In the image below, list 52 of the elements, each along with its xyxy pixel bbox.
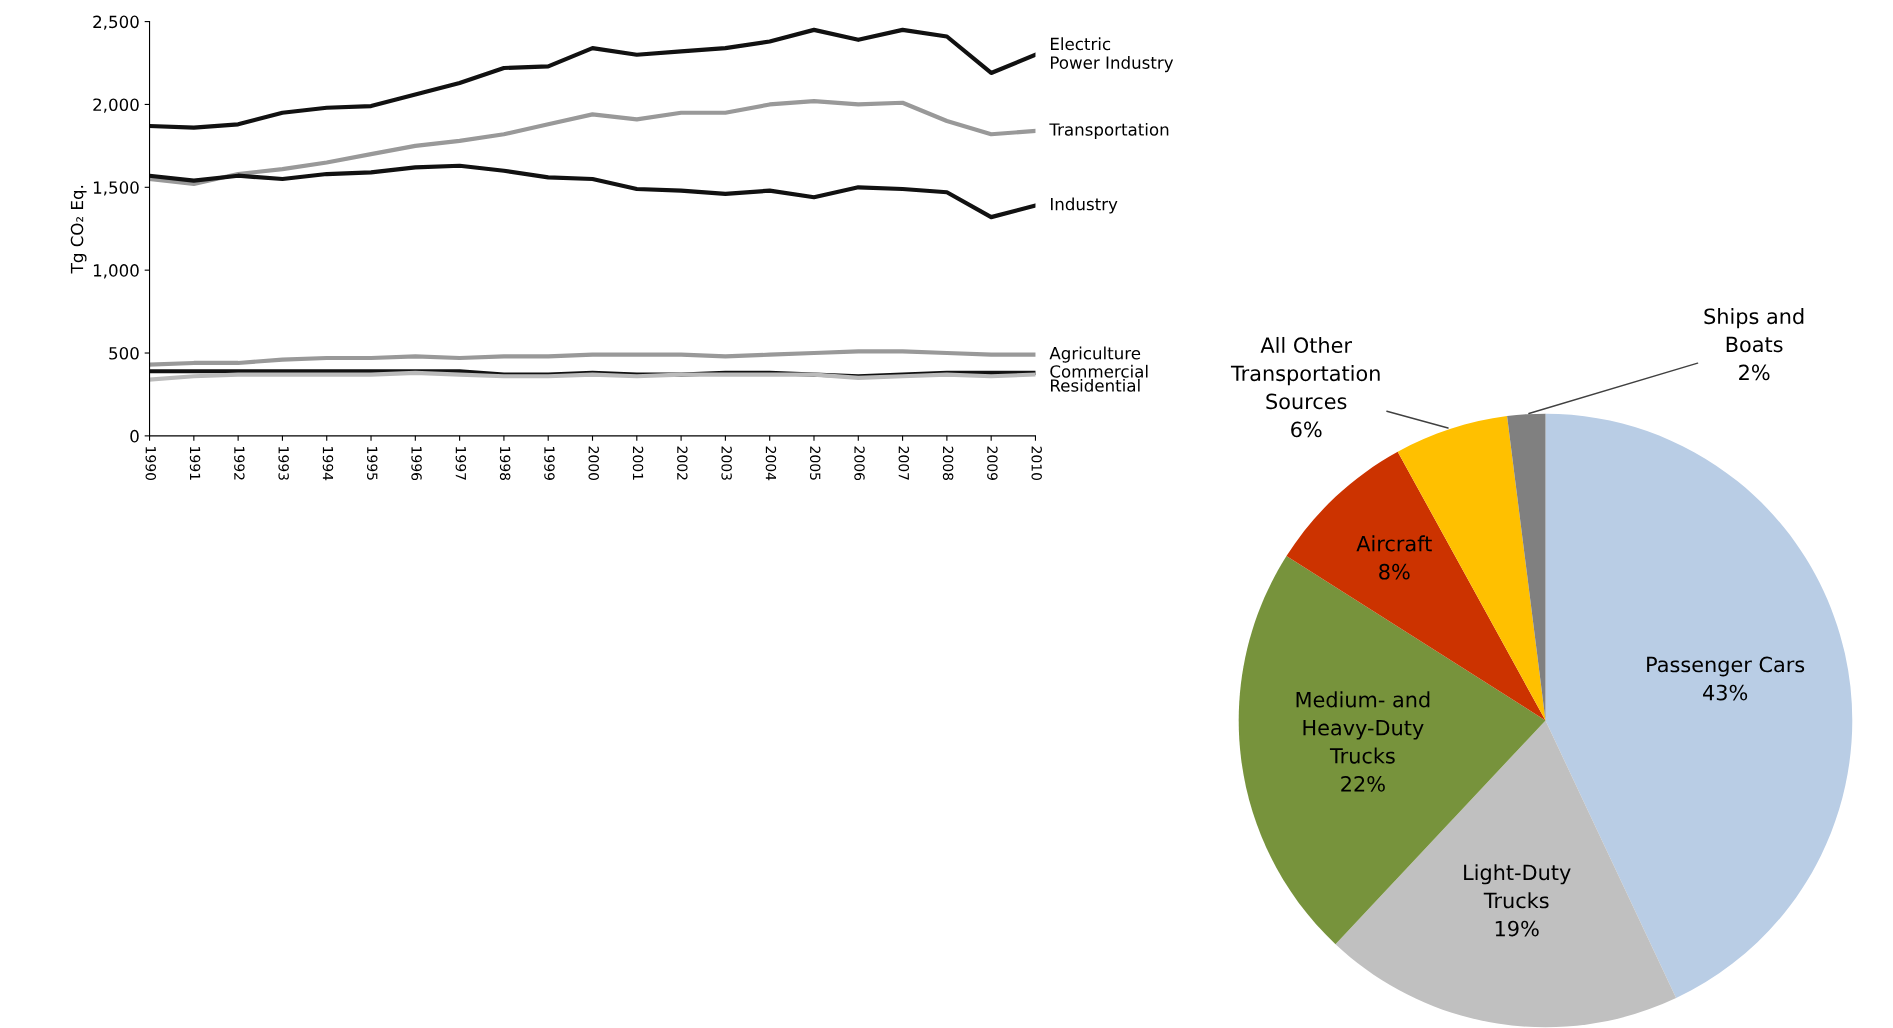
line-series — [149, 99, 1036, 187]
y-tick-label: 2,000 — [93, 98, 139, 113]
data-label: 2% — [1739, 364, 1770, 381]
series-label: Residential — [1051, 378, 1140, 392]
x-tick-label: 2004 — [765, 446, 777, 481]
y-tick-label: 0 — [130, 429, 139, 443]
series-label: Agriculture — [1049, 346, 1141, 363]
data-label: 43% — [1703, 684, 1748, 701]
x-tick-label: 1993 — [278, 447, 289, 480]
series-label: Commercial — [1050, 364, 1148, 378]
data-label: 22% — [1341, 775, 1385, 792]
x-tick-label: 1998 — [499, 447, 511, 480]
slice-label: Aircraft — [1356, 535, 1432, 552]
data-label: 8% — [1379, 563, 1410, 580]
line-series — [149, 27, 1036, 130]
y-tick-label: 2,500 — [93, 15, 139, 30]
pie-slice — [1286, 451, 1546, 721]
y-tick-label: 1,500 — [93, 181, 139, 196]
series-label: Electric Power Industry — [1051, 37, 1174, 73]
slice-label: All Other Transportation Sources — [1230, 336, 1380, 410]
x-tick-label: 1994 — [322, 447, 334, 481]
x-tick-label: 1991 — [189, 447, 201, 480]
slice-label: Light-Duty Trucks — [1464, 864, 1571, 909]
series-label: Transportation — [1049, 122, 1169, 140]
slice-label: Medium- and Heavy-Duty Trucks — [1296, 691, 1430, 764]
y-axis-title: Tg CO₂ Eq. — [70, 185, 87, 274]
y-tick-label: 1,000 — [93, 264, 139, 279]
x-tick-label: 2005 — [809, 446, 821, 480]
x-tick-label: 2009 — [987, 446, 998, 480]
series-label: Industry — [1051, 197, 1118, 214]
data-label: 19% — [1495, 920, 1539, 937]
line-series — [149, 349, 1036, 367]
line-series — [149, 163, 1036, 220]
x-tick-label: 2000 — [588, 446, 599, 481]
y-tick-label: 500 — [109, 346, 139, 360]
x-tick-label: 2002 — [677, 446, 688, 480]
slice-label: Ships and Boats — [1704, 308, 1804, 353]
x-tick-label: 1997 — [455, 447, 467, 480]
pie-slice — [1507, 413, 1546, 721]
x-tick-label: 1992 — [234, 447, 245, 480]
x-tick-label: 2001 — [632, 446, 644, 480]
x-tick-label: 2008 — [942, 446, 954, 480]
x-tick-label: 1996 — [411, 447, 422, 481]
x-tick-label: 1999 — [544, 447, 555, 480]
data-label: 6% — [1291, 421, 1322, 438]
x-tick-label: 2006 — [854, 446, 865, 481]
slice-label: Passenger Cars — [1647, 656, 1805, 677]
x-tick-label: 2003 — [721, 446, 732, 480]
x-tick-label: 2007 — [898, 446, 910, 480]
x-tick-label: 2010 — [1031, 446, 1042, 481]
x-tick-label: 1990 — [145, 447, 157, 481]
x-tick-label: 1995 — [367, 447, 378, 480]
